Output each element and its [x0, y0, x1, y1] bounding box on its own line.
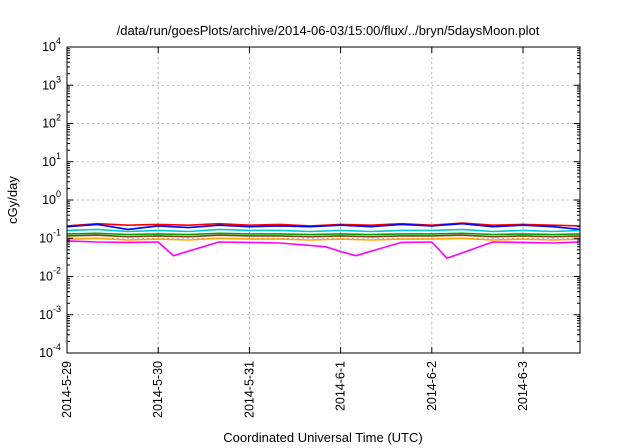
- series-line: [66, 222, 581, 231]
- x-tick-label: 2014-6-2: [425, 361, 439, 411]
- series-line: [66, 228, 581, 233]
- y-tick-label: 101: [42, 151, 61, 169]
- x-axis-label: Coordinated Universal Time (UTC): [223, 430, 422, 445]
- x-axis-ticks: 2014-5-29 2014-5-30 2014-5-31 2014-6-1 2014-…: [60, 47, 530, 418]
- grid: [66, 47, 580, 353]
- series-line: [66, 234, 581, 238]
- x-tick-label: 2014-5-29: [60, 361, 74, 418]
- x-tick-label: 2014-6-1: [334, 361, 348, 411]
- y-tick-label: 10-4: [39, 342, 61, 360]
- y-tick-label: 10-1: [39, 227, 61, 245]
- chart-title: /data/run/goesPlots/archive/2014-06-03/1…: [117, 23, 540, 38]
- series-line: [66, 240, 581, 260]
- y-tick-label: 103: [42, 74, 61, 92]
- series-line: [66, 232, 581, 236]
- x-tick-label: 2014-5-31: [242, 361, 256, 418]
- y-tick-label: 104: [42, 36, 61, 54]
- x-tick-label: 2014-5-30: [151, 361, 165, 418]
- y-axis-ticks: 10-4 10-3 10-2 10-1 100 101 102 103 104: [39, 36, 580, 360]
- x-tick-label: 2014-6-3: [516, 361, 530, 411]
- y-tick-label: 10-2: [39, 266, 61, 284]
- y-tick-label: 10-3: [39, 304, 61, 322]
- y-axis-label: cGy/day: [5, 176, 20, 224]
- series-line: [66, 237, 581, 241]
- y-tick-label: 102: [42, 113, 61, 131]
- y-tick-label: 100: [42, 189, 61, 207]
- series-lines: [66, 222, 581, 260]
